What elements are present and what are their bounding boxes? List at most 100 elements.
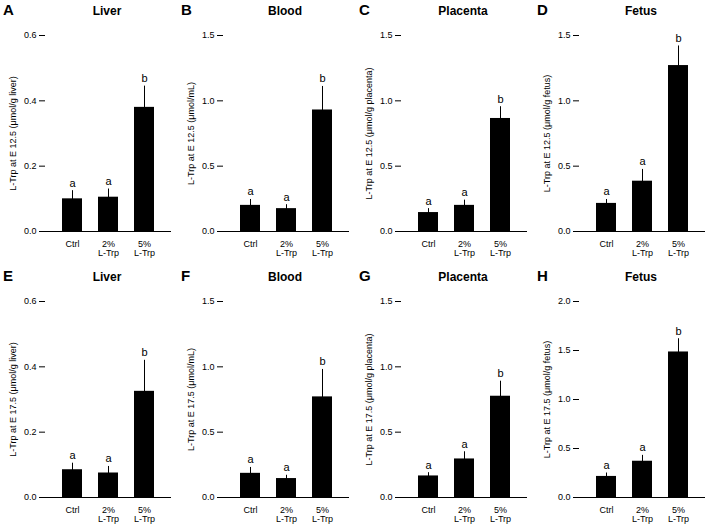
svg-text:L-Trp at E 17.5 (μmol/g fetus): L-Trp at E 17.5 (μmol/g fetus): [542, 341, 552, 458]
svg-text:a: a: [425, 195, 432, 207]
svg-text:0.0: 0.0: [202, 226, 215, 236]
svg-text:5%L-Trp: 5%L-Trp: [312, 505, 333, 524]
svg-text:0.0: 0.0: [558, 492, 571, 502]
svg-text:a: a: [69, 177, 76, 189]
svg-text:0.5: 0.5: [558, 443, 571, 453]
svg-text:a: a: [461, 186, 468, 198]
svg-text:b: b: [675, 32, 681, 44]
svg-text:b: b: [675, 325, 681, 337]
svg-text:0.0: 0.0: [380, 226, 393, 236]
svg-text:0.4: 0.4: [24, 362, 37, 372]
svg-text:a: a: [425, 459, 432, 471]
svg-text:2.0: 2.0: [558, 296, 571, 306]
svg-text:2%L-Trp: 2%L-Trp: [632, 239, 653, 258]
svg-text:0.5: 0.5: [558, 161, 571, 171]
svg-text:5%L-Trp: 5%L-Trp: [668, 505, 689, 524]
svg-text:a: a: [69, 449, 76, 461]
svg-text:2%L-Trp: 2%L-Trp: [454, 239, 475, 258]
svg-text:L-Trp at E 17.5 (μmol/g placen: L-Trp at E 17.5 (μmol/g placenta): [364, 334, 374, 466]
svg-text:a: a: [603, 185, 610, 197]
svg-text:1.0: 1.0: [380, 96, 393, 106]
svg-text:0.0: 0.0: [380, 492, 393, 502]
html-text:Fetus: Fetus: [625, 4, 657, 18]
svg-text:L-Trp at E 17.5 (μmol/g liver): L-Trp at E 17.5 (μmol/g liver): [8, 342, 18, 456]
svg-text:b: b: [319, 355, 325, 367]
svg-text:0.5: 0.5: [380, 427, 393, 437]
svg-text:2%L-Trp: 2%L-Trp: [98, 505, 119, 524]
svg-text:5%L-Trp: 5%L-Trp: [490, 239, 511, 258]
svg-text:0.0: 0.0: [202, 492, 215, 502]
html-text:B: B: [181, 1, 192, 18]
html-text:Placenta: Placenta: [438, 4, 488, 18]
svg-text:Ctrl: Ctrl: [66, 239, 80, 249]
svg-text:b: b: [497, 367, 503, 379]
svg-text:1.0: 1.0: [202, 96, 215, 106]
svg-text:2%L-Trp: 2%L-Trp: [276, 505, 297, 524]
svg-text:a: a: [283, 461, 290, 473]
svg-text:0.5: 0.5: [202, 161, 215, 171]
svg-text:a: a: [639, 441, 646, 453]
svg-text:0.5: 0.5: [202, 427, 215, 437]
svg-text:L-Trp at E 12.5 (μmol/g fetus): L-Trp at E 12.5 (μmol/g fetus): [542, 75, 552, 192]
svg-text:1.0: 1.0: [558, 394, 571, 404]
svg-text:5%L-Trp: 5%L-Trp: [312, 239, 333, 258]
svg-text:a: a: [461, 438, 468, 450]
svg-text:1.5: 1.5: [558, 345, 571, 355]
html-text:Placenta: Placenta: [438, 270, 488, 284]
svg-text:0.6: 0.6: [24, 30, 37, 40]
svg-text:L-Trp at E 12.5 (μmol/mL): L-Trp at E 12.5 (μmol/mL): [186, 82, 196, 185]
svg-text:0.0: 0.0: [558, 226, 571, 236]
svg-text:b: b: [319, 72, 325, 84]
svg-text:5%L-Trp: 5%L-Trp: [668, 239, 689, 258]
svg-text:1.0: 1.0: [380, 362, 393, 372]
svg-text:1.5: 1.5: [380, 296, 393, 306]
svg-text:0.0: 0.0: [24, 492, 37, 502]
svg-text:1.5: 1.5: [380, 30, 393, 40]
html-text:A: A: [3, 1, 14, 18]
svg-text:1.5: 1.5: [558, 30, 571, 40]
svg-text:Ctrl: Ctrl: [422, 239, 436, 249]
svg-text:0.5: 0.5: [380, 161, 393, 171]
html-text:Liver: Liver: [92, 270, 122, 284]
svg-text:a: a: [105, 452, 112, 464]
svg-text:L-Trp at E 12.5 (μmol/g placen: L-Trp at E 12.5 (μmol/g placenta): [364, 68, 374, 200]
svg-text:Ctrl: Ctrl: [422, 505, 436, 515]
svg-text:5%L-Trp: 5%L-Trp: [490, 505, 511, 524]
svg-text:b: b: [497, 93, 503, 105]
svg-text:a: a: [247, 453, 254, 465]
svg-text:0.0: 0.0: [24, 226, 37, 236]
svg-text:Ctrl: Ctrl: [600, 239, 614, 249]
svg-text:5%L-Trp: 5%L-Trp: [134, 505, 155, 524]
html-text:Blood: Blood: [268, 4, 302, 18]
svg-text:a: a: [639, 155, 646, 167]
html-text:Liver: Liver: [92, 4, 122, 18]
svg-text:2%L-Trp: 2%L-Trp: [454, 505, 475, 524]
html-text:G: G: [359, 267, 371, 284]
svg-text:L-Trp at E 17.5 (μmol/mL): L-Trp at E 17.5 (μmol/mL): [186, 348, 196, 451]
svg-text:1.5: 1.5: [202, 296, 215, 306]
svg-text:b: b: [141, 72, 147, 84]
html-text:Fetus: Fetus: [625, 270, 657, 284]
svg-text:0.4: 0.4: [24, 96, 37, 106]
svg-text:a: a: [247, 185, 254, 197]
svg-text:0.6: 0.6: [24, 296, 37, 306]
svg-text:2%L-Trp: 2%L-Trp: [98, 239, 119, 258]
svg-text:0.2: 0.2: [24, 427, 37, 437]
svg-text:1.5: 1.5: [202, 30, 215, 40]
svg-text:0.2: 0.2: [24, 161, 37, 171]
html-text:Blood: Blood: [268, 270, 302, 284]
svg-text:1.0: 1.0: [558, 96, 571, 106]
svg-text:L-Trp at E 12.5 (μmol/g liver): L-Trp at E 12.5 (μmol/g liver): [8, 76, 18, 190]
svg-text:a: a: [283, 191, 290, 203]
svg-text:5%L-Trp: 5%L-Trp: [134, 239, 155, 258]
svg-text:a: a: [105, 175, 112, 187]
svg-text:1.0: 1.0: [202, 362, 215, 372]
svg-text:Ctrl: Ctrl: [244, 239, 258, 249]
svg-text:Ctrl: Ctrl: [66, 505, 80, 515]
svg-text:2%L-Trp: 2%L-Trp: [276, 239, 297, 258]
svg-text:2%L-Trp: 2%L-Trp: [632, 505, 653, 524]
svg-text:Ctrl: Ctrl: [244, 505, 258, 515]
svg-text:a: a: [603, 459, 610, 471]
svg-text:Ctrl: Ctrl: [600, 505, 614, 515]
svg-text:b: b: [141, 346, 147, 358]
